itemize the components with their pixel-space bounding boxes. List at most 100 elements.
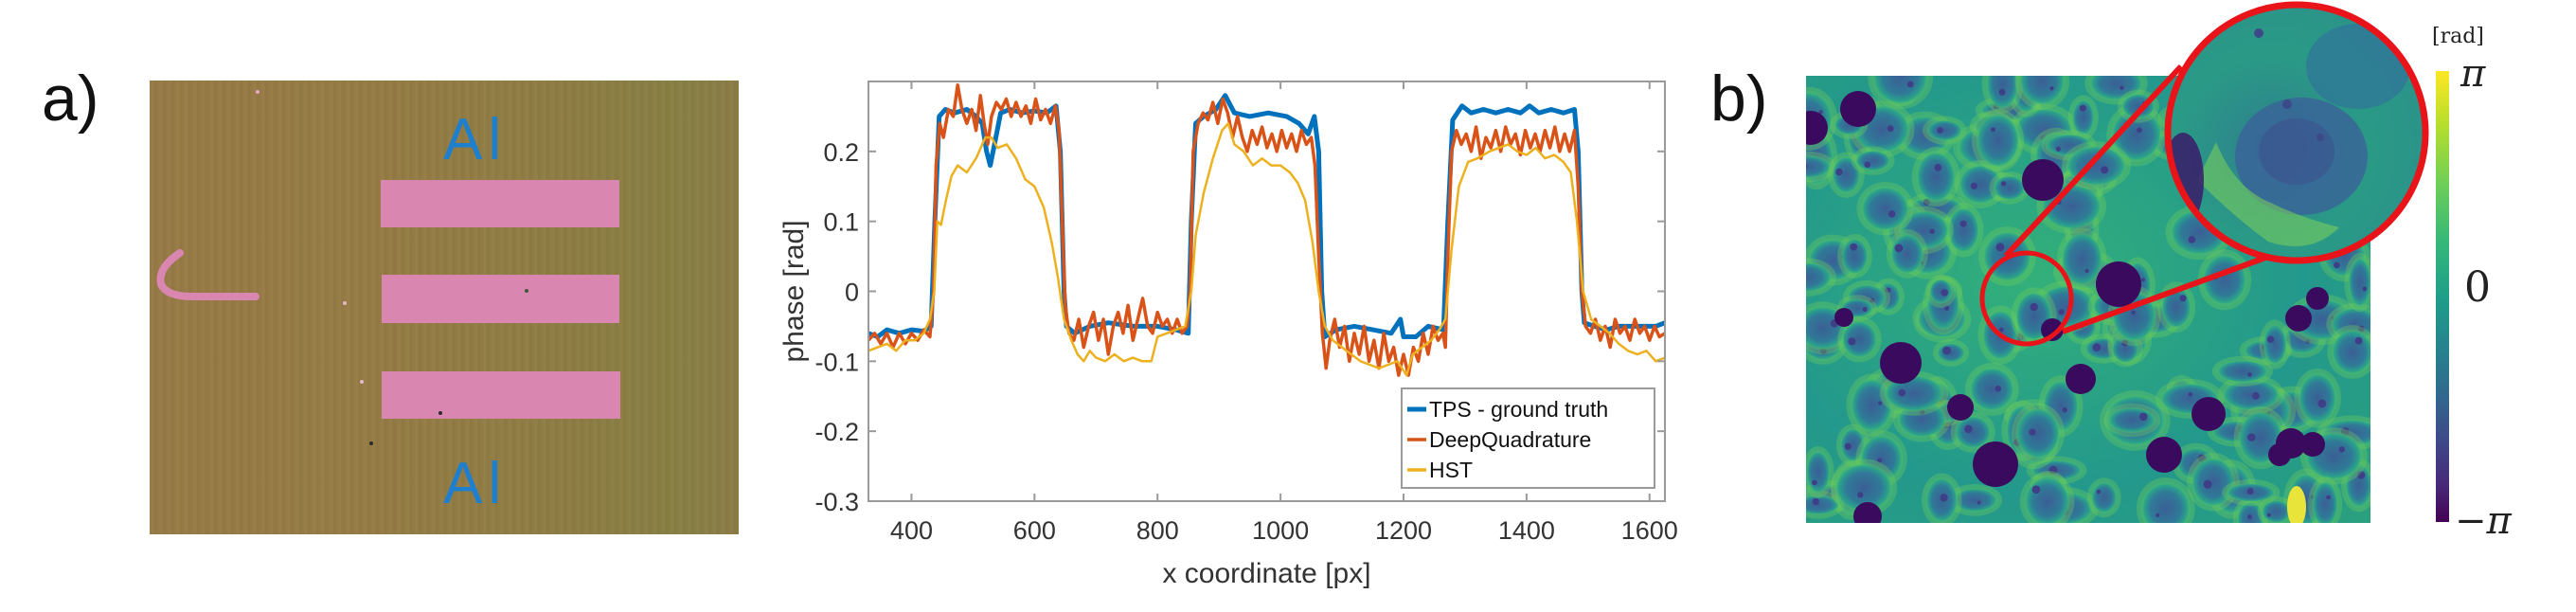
- x-tick-label: 800: [1136, 516, 1179, 545]
- cell-nucleolus: [2120, 85, 2124, 91]
- cell: [1929, 279, 1953, 304]
- cell-nucleolus: [1812, 497, 1819, 506]
- cell-nucleolus: [2188, 392, 2193, 397]
- al-label-top: Al: [443, 107, 508, 172]
- dark-cell: [1853, 502, 1882, 523]
- cell: [2348, 256, 2370, 309]
- dark-cell: [2191, 397, 2226, 431]
- cell: [1947, 207, 1980, 254]
- sample-micrograph: Al Al: [150, 81, 739, 534]
- cell: [1854, 150, 1891, 171]
- cell-nucleolus: [2049, 86, 2054, 91]
- panel-b-label: b): [1710, 63, 1768, 135]
- ticks-layer: 400 600 800 1000 1200 1400 1600 -0.3 -0.2 -0.1 0 0.…: [814, 81, 1678, 545]
- cell: [1976, 112, 2021, 169]
- cell: [2236, 500, 2264, 523]
- cell-nucleolus: [1964, 424, 1973, 434]
- cell: [1982, 230, 2032, 283]
- cell: [2107, 406, 2157, 434]
- cell: [2261, 499, 2292, 523]
- cell: [1954, 415, 1992, 449]
- cell-nucleolus: [1991, 127, 1995, 133]
- y-tick-label: -0.3: [814, 488, 859, 516]
- cell-nucleolus: [1906, 81, 1914, 88]
- cell-nucleolus: [2235, 189, 2244, 197]
- dark-cell: [2300, 432, 2325, 457]
- cell-nucleolus: [1885, 287, 1891, 294]
- chart-canvas: 400 600 800 1000 1200 1400 1600 -0.3 -0.2 -0.1 0 0.…: [778, 81, 1678, 589]
- pink-stripe-3: [382, 371, 620, 419]
- dark-cell: [1880, 342, 1922, 384]
- x-axis-label: x coordinate [px]: [1162, 558, 1370, 589]
- cell: [2169, 208, 2229, 257]
- cell-nucleolus: [1937, 127, 1943, 134]
- cell-nucleolus: [1959, 220, 1967, 227]
- cell: [2120, 93, 2156, 119]
- cell-nucleolus: [2000, 181, 2007, 187]
- cell: [1860, 186, 1910, 232]
- cell-nucleolus: [2247, 372, 2252, 377]
- cell: [2221, 378, 2281, 411]
- series-layer: [867, 82, 1666, 377]
- cell-nucleolus: [1848, 337, 1856, 346]
- cell: [2065, 145, 2128, 187]
- cell-nucleolus: [2101, 166, 2109, 174]
- cell: [2160, 285, 2192, 330]
- cell-nucleolus: [1806, 163, 1808, 170]
- cell-nucleolus: [2252, 392, 2260, 400]
- y-tick-label: -0.2: [814, 418, 859, 446]
- cell: [2191, 456, 2236, 508]
- cell: [1958, 164, 2003, 205]
- y-axis-label: phase [rad]: [778, 220, 810, 362]
- series-line-hst: [868, 122, 1666, 377]
- dark-cell: [2096, 261, 2141, 307]
- cell: [2161, 105, 2215, 132]
- speck: [438, 411, 442, 415]
- x-tick-label: 600: [1013, 516, 1056, 545]
- cell: [1871, 76, 1930, 106]
- cell-nucleolus: [1944, 305, 1950, 311]
- colorbar-min-label: −π: [2455, 499, 2512, 543]
- legend-entry-tps: TPS - ground truth: [1429, 397, 1608, 422]
- cell-nucleolus: [1869, 297, 1875, 303]
- cell-nucleolus: [1857, 492, 1864, 498]
- dark-cell: [2022, 159, 2064, 201]
- y-tick-label: 0.1: [823, 208, 859, 237]
- cell: [1915, 151, 1957, 204]
- cell-nucleolus: [1862, 306, 1868, 313]
- cell: [1883, 374, 1945, 412]
- cell-nucleolus: [2357, 471, 2366, 479]
- cell-nucleolus: [2079, 104, 2086, 112]
- cell-nucleolus: [1995, 243, 2005, 252]
- cell-nucleolus: [2048, 465, 2058, 475]
- cell-nucleolus: [2317, 399, 2327, 408]
- series-line-deepquadrature: [867, 82, 1666, 377]
- cell-nucleolus: [1850, 243, 1858, 251]
- cell-nucleolus: [2056, 199, 2062, 206]
- cell-nucleolus: [2247, 433, 2256, 441]
- cell-nucleolus: [2167, 142, 2174, 148]
- colorbar-mid-label: 0: [2464, 263, 2491, 312]
- cell-nucleolus: [2305, 339, 2310, 344]
- cell-nucleolus: [1844, 442, 1852, 450]
- cell-nucleolus: [2266, 513, 2271, 517]
- cell-nucleolus: [2338, 446, 2346, 453]
- cell-nucleolus: [2137, 127, 2142, 134]
- phase-profile-chart: 400 600 800 1000 1200 1400 1600 -0.3 -0.2 -0.1 0 0.…: [739, 57, 1686, 612]
- cell: [1841, 320, 1878, 359]
- bright-streak: [2287, 486, 2306, 523]
- cell: [2201, 253, 2248, 307]
- cell-nucleolus: [1887, 125, 1894, 132]
- dark-cell: [2306, 287, 2329, 310]
- y-tick-label: -0.1: [814, 348, 859, 376]
- cell: [1832, 155, 1861, 194]
- cell-nucleolus: [2203, 479, 2212, 489]
- cell-nucleolus: [2084, 268, 2089, 274]
- cell: [2312, 480, 2339, 523]
- cell-nucleolus: [1877, 458, 1883, 463]
- cell-nucleolus: [2246, 488, 2254, 495]
- cell: [1950, 487, 1999, 513]
- dark-cell: [2268, 443, 2291, 466]
- dark-cell: [2285, 305, 2312, 332]
- dark-cell: [1947, 394, 1974, 421]
